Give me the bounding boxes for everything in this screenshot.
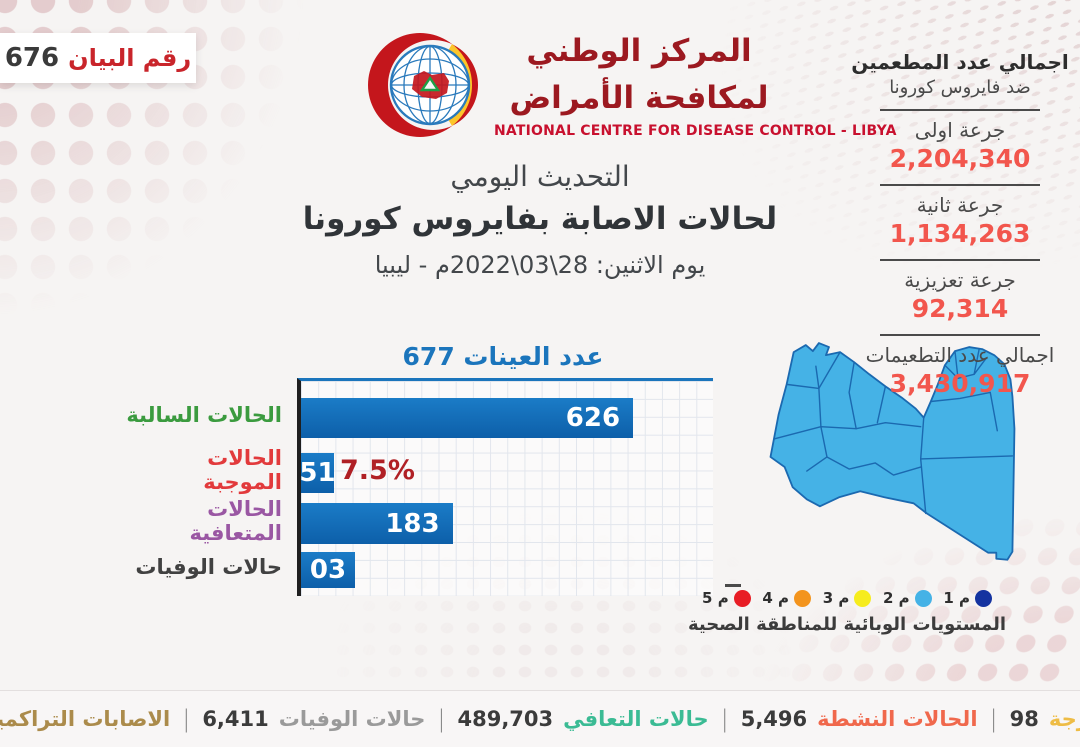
positive-rate-annotation: 7.5% <box>340 454 415 486</box>
divider <box>880 334 1040 336</box>
title-corona-cases: لحالات الاصابة بفايروس كورونا <box>302 201 778 237</box>
bulletin-number: 676 <box>4 43 60 73</box>
level5-color-dot <box>733 589 751 607</box>
legend-caption: المستويات الوبائية للمناطقة الصحية <box>687 614 1007 635</box>
level3-label: م 3 <box>822 589 850 607</box>
epidemic-levels-legend: م 1 م 2 م 3 م 4 م 5 <box>702 589 992 607</box>
chart-label-recovered-cases: الحالات المتعافية <box>189 496 282 545</box>
level2-color-dot <box>914 589 932 607</box>
legend-item-level5: م 5 <box>702 589 751 607</box>
bar-value: 03 <box>309 555 347 585</box>
legend-item-level4: م 4 <box>762 589 812 607</box>
bulletin-number-box: رقم البيان 676 <box>0 33 196 83</box>
stat-recovered-cases: حالات التعافي 489,703 <box>457 707 708 731</box>
vaccination-subtitle: ضد فايروس كورونا <box>889 77 1031 98</box>
stat-value: 5,496 <box>740 707 808 731</box>
separator: | <box>989 705 998 733</box>
vaccination-title: اجمالي عدد المطعمين <box>851 50 1069 74</box>
legend-item-level3: م 3 <box>823 589 872 607</box>
stat-value: 489,703 <box>457 707 554 731</box>
level2-label: م 2 <box>883 589 910 607</box>
bulletin-label: رقم البيان <box>68 44 192 72</box>
stat-critical-cases: الحالات الحرجة 98 <box>1010 707 1080 731</box>
divider <box>880 109 1040 111</box>
logo-triangle <box>419 75 441 92</box>
title-daily-update: التحديث اليومي <box>450 160 630 193</box>
total-vaccinations-label: اجمالي عدد التطعيمات <box>865 343 1055 367</box>
level5-label: م 5 <box>702 589 729 607</box>
chart-title: عدد العينات 677 <box>402 342 604 371</box>
main-title-block: التحديث اليومي لحالات الاصابة بفايروس كو… <box>260 160 820 279</box>
footer-stats-bar: الحالات الحرجة 98 | الحالات النشطة 5,496… <box>0 690 1080 747</box>
chart-label-death-cases: حالات الوفيات <box>135 555 282 579</box>
org-name-english: NATIONAL CENTRE FOR DISEASE CONTROL - LI… <box>494 123 897 139</box>
divider <box>880 259 1040 261</box>
total-vaccinations-value: 3,430,917 <box>889 369 1031 398</box>
stat-value: 98 <box>1009 707 1039 731</box>
stat-label: الحالات النشطة <box>817 707 978 731</box>
stat-label: الحالات الحرجة <box>1048 707 1080 731</box>
level1-color-dot <box>975 589 992 607</box>
stat-label: حالات التعافي <box>563 707 709 731</box>
org-header: المركز الوطني لمكافحة الأمراض NATIONAL C… <box>366 28 897 144</box>
separator: | <box>720 705 729 733</box>
separator: | <box>182 705 191 733</box>
divider <box>880 184 1040 186</box>
title-date-line: يوم الاثنين: 28\03\2022م - ليبيا <box>374 251 706 279</box>
bar-positive-cases: 51 <box>299 453 336 493</box>
stat-label: الاصابات التراكمية <box>0 707 171 731</box>
dose1-label: جرعة اولى <box>914 118 1006 142</box>
level4-color-dot <box>794 589 812 607</box>
org-name-arabic: المركز الوطني لمكافحة الأمراض <box>509 33 769 116</box>
separator: | <box>437 705 446 733</box>
axis-tick <box>725 584 741 587</box>
booster-value: 92,314 <box>911 294 1009 323</box>
booster-label: جرعة تعزيزية <box>904 268 1016 292</box>
org-names: المركز الوطني لمكافحة الأمراض NATIONAL C… <box>494 28 897 139</box>
legend-item-level1: م 1 <box>943 589 992 607</box>
stat-active-cases: الحالات النشطة 5,496 <box>741 707 978 731</box>
bar-recovered-cases: 183 <box>301 503 453 544</box>
dose2-value: 1,134,263 <box>889 219 1031 248</box>
dose2-label: جرعة ثانية <box>916 193 1004 217</box>
level1-label: م 1 <box>943 589 970 607</box>
stat-value: 6,411 <box>202 707 269 731</box>
stat-cumulative-infections: الاصابات التراكمية 501,610 <box>0 707 170 731</box>
bar-negative-cases: 626 <box>301 398 634 438</box>
chart-label-negative-cases: الحالات السالبة <box>126 403 282 427</box>
vaccination-panel: اجمالي عدد المطعمين ضد فايروس كورونا جرع… <box>835 50 1080 398</box>
level4-label: م 4 <box>762 589 790 607</box>
ncdc-logo-icon <box>368 33 479 137</box>
legend-item-level2: م 2 <box>883 589 932 607</box>
bar-value: 183 <box>385 508 440 539</box>
bar-value: 626 <box>565 403 621 433</box>
bar-death-cases: 03 <box>301 552 355 588</box>
bar-value: 51 <box>299 458 336 488</box>
level3-color-dot <box>854 589 872 607</box>
stat-label: حالات الوفيات <box>278 707 426 731</box>
dose1-value: 2,204,340 <box>889 144 1031 173</box>
stat-death-cases: حالات الوفيات 6,411 <box>202 707 425 731</box>
chart-label-positive-cases: الحالات الموجبة <box>203 446 282 494</box>
